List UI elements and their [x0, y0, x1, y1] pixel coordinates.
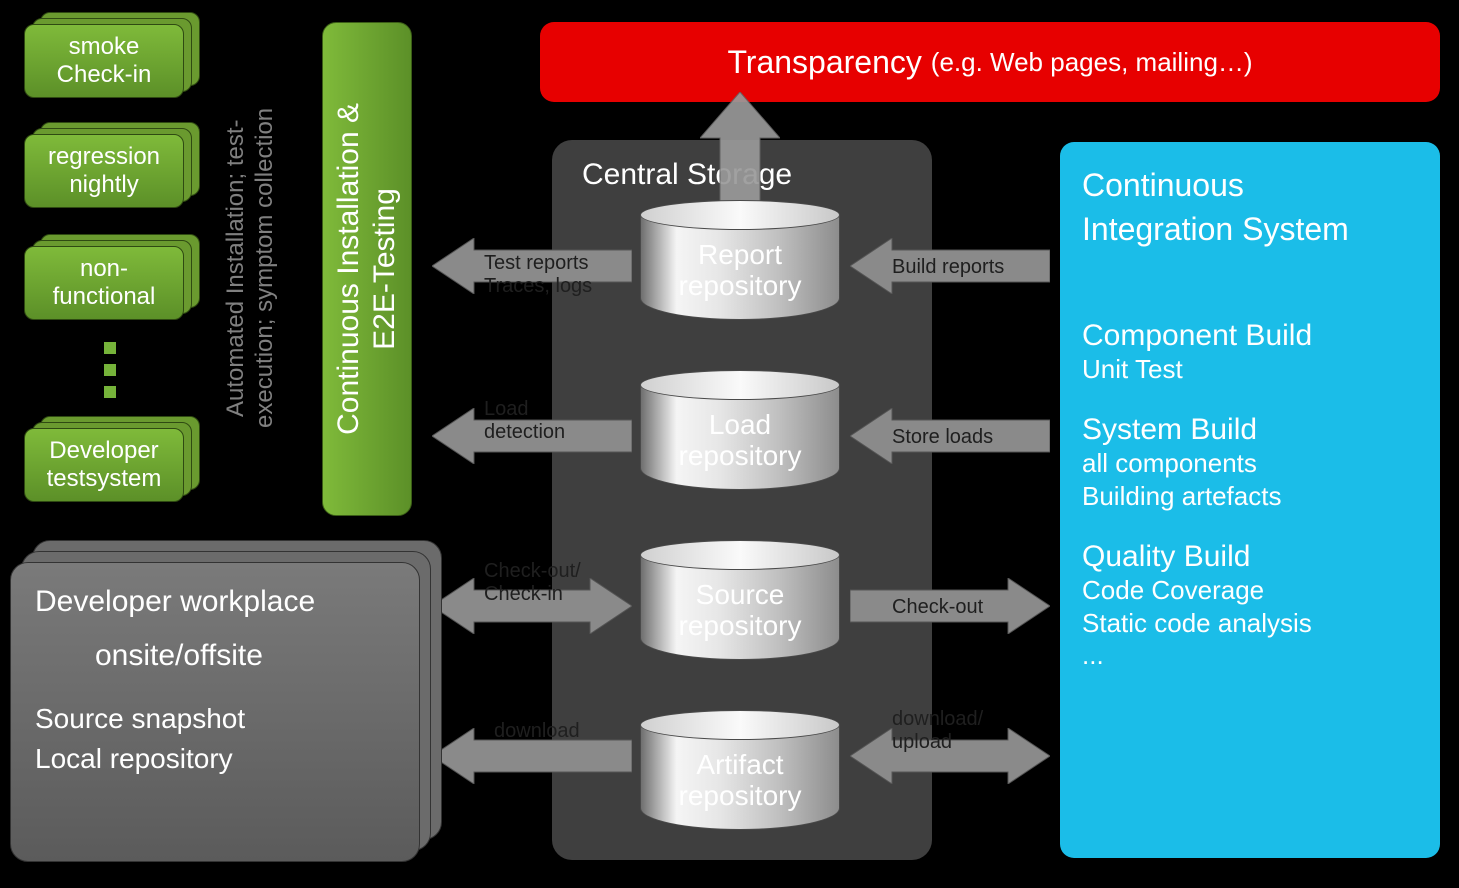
- dev-title: Developer workplace: [35, 585, 395, 619]
- ci-s1h: Component Build: [1082, 319, 1418, 353]
- repo-load-l1: Load: [709, 409, 771, 440]
- repo-report-l1: Report: [698, 239, 782, 270]
- repo-artifact-l2: repository: [679, 780, 802, 811]
- e2e-testing-panel: Continuous Installation &E2E-Testing: [322, 22, 412, 516]
- ci-title2: Integration System: [1082, 210, 1418, 248]
- ellipsis-dots: [100, 342, 120, 398]
- ci-s2h: System Build: [1082, 413, 1418, 447]
- dev-sub: onsite/offsite: [95, 639, 395, 673]
- ci-s1p: Unit Test: [1082, 353, 1418, 386]
- repo-report: Reportrepository: [640, 200, 840, 320]
- test-smoke-l2: Check-in: [57, 61, 152, 88]
- transparency-sub: (e.g. Web pages, mailing…): [931, 47, 1253, 78]
- ci-title1: Continuous: [1082, 166, 1418, 204]
- dev-l2: Local repository: [35, 743, 395, 775]
- test-regression-l2: nightly: [69, 171, 138, 198]
- arrow-right-load-label: Store loads: [892, 426, 993, 449]
- arrow-right-source-label: Check-out: [892, 596, 983, 619]
- arrow-left-source-label: Check-out/Check-in: [484, 560, 581, 606]
- arrow-left-load-label: Loaddetection: [484, 398, 565, 444]
- test-devsys-l1: Developer: [49, 437, 158, 464]
- repo-source-l2: repository: [679, 610, 802, 641]
- ci-s3p2: Static code analysis: [1082, 607, 1418, 640]
- ci-system-panel: Continuous Integration System Component …: [1060, 142, 1440, 858]
- test-nonfunc-l2: functional: [53, 283, 156, 310]
- repo-report-l2: repository: [679, 270, 802, 301]
- test-nonfunc-stack: non- functional: [24, 246, 204, 336]
- test-regression-l1: regression: [48, 143, 160, 170]
- arrow-left-artifact-label: download: [494, 720, 580, 743]
- ci-s3p1: Code Coverage: [1082, 574, 1418, 607]
- arrow-left-report-label: Test reportsTraces, logs: [484, 252, 592, 298]
- developer-workplace-stack: Developer workplace onsite/offsite Sourc…: [10, 540, 450, 870]
- arrow-right-artifact-label: download/upload: [892, 708, 983, 754]
- test-nonfunc-l1: non-: [80, 255, 128, 282]
- automation-label: Automated Installation; test-execution; …: [222, 28, 280, 508]
- e2e-testing-label: Continuous Installation &E2E-Testing: [331, 103, 403, 435]
- test-devsys-l2: testsystem: [47, 465, 162, 492]
- transparency-panel: Transparency (e.g. Web pages, mailing…): [540, 22, 1440, 102]
- ci-s2p1: all components: [1082, 447, 1418, 480]
- up-arrow: [700, 92, 780, 212]
- ci-s3p3: ...: [1082, 639, 1418, 672]
- repo-artifact-l1: Artifact: [696, 749, 783, 780]
- test-smoke-stack: smoke Check-in: [24, 24, 204, 114]
- test-devsys-stack: Developer testsystem: [24, 428, 204, 518]
- arrow-right-report-label: Build reports: [892, 256, 1004, 279]
- repo-load: Loadrepository: [640, 370, 840, 490]
- repo-source-l1: Source: [696, 579, 785, 610]
- ci-s3h: Quality Build: [1082, 540, 1418, 574]
- repo-artifact: Artifactrepository: [640, 710, 840, 830]
- transparency-title: Transparency: [727, 44, 921, 81]
- repo-load-l2: repository: [679, 440, 802, 471]
- ci-s2p2: Building artefacts: [1082, 480, 1418, 513]
- test-regression-stack: regression nightly: [24, 134, 204, 224]
- dev-l1: Source snapshot: [35, 703, 395, 735]
- test-smoke-l1: smoke: [69, 33, 140, 60]
- repo-source: Sourcerepository: [640, 540, 840, 660]
